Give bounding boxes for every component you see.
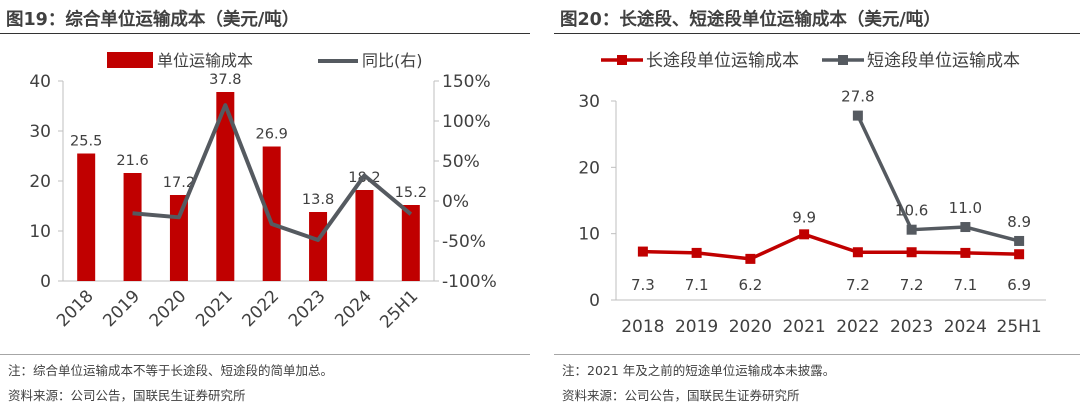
note-divider-right [554,354,1080,355]
bar-value-label: 25.5 [70,134,102,150]
chart-left: 单位运输成本 同比(右) 0 10 20 30 40 -100% -50% 0% 50% 100% 15… [29,51,497,333]
title-divider-left [0,33,530,34]
y-tick-label-left: 30 [29,122,51,142]
y-tick-label-right: -100% [442,272,497,292]
bar [77,153,96,281]
x-tick-label: 2023 [890,317,933,337]
long-haul-marker [852,247,863,258]
long-haul-value-label: 6.9 [1007,276,1031,294]
bar [123,173,142,281]
long-haul-marker [637,246,648,257]
y-tick-label-right: 150% [442,72,491,92]
x-tick-label: 2022 [238,286,283,331]
x-tick-label: 2024 [944,317,987,337]
short-haul-marker [906,224,917,235]
y-tick-label-right: 100% [442,112,491,132]
y-tick-label-left: 0 [40,272,51,292]
note-divider-left [0,354,530,355]
x-tick-label: 2021 [192,286,237,331]
y-tick-label: 10 [578,225,600,245]
legend-marker-long [617,55,627,65]
short-haul-marker [852,110,863,121]
short-haul-value-label: 8.9 [1007,213,1031,231]
long-haul-line [642,232,1020,261]
bar [262,146,281,281]
long-haul-marker [799,229,810,240]
bar [401,205,420,281]
y-tick-label-right: 0% [442,192,469,212]
long-haul-value-label: 7.2 [846,276,870,294]
short-haul-value-label: 10.6 [895,202,928,220]
long-haul-marker [960,247,971,258]
x-tick-label: 2019 [99,286,144,331]
long-haul-marker [906,247,917,258]
legend-swatch-bar [107,52,153,68]
y-tick-label-right: 50% [442,152,480,172]
bar-value-label: 17.2 [163,175,195,191]
chart-panel-right: 图20：长途段、短途段单位运输成本（美元/吨） 长途段单位运输成本 短途段单位运输… [554,0,1080,407]
x-tick-label: 2022 [836,317,879,337]
short-haul-marker [960,222,971,233]
chart-title-left: 图19：综合单位运输成本（美元/吨） [6,10,300,30]
y-tick-label-right: -50% [442,232,486,252]
bar-value-label: 21.6 [116,153,148,169]
x-tick-label: 25H1 [376,286,422,332]
yoy-line [132,103,413,242]
long-haul-value-label: 7.1 [685,276,709,294]
y-tick-label-left: 20 [29,172,51,192]
bar [355,190,374,281]
y-tick-label: 0 [589,291,600,311]
short-haul-line [856,114,1020,243]
short-haul-value-label: 11.0 [949,199,982,217]
x-tick-label: 25H1 [997,317,1042,337]
x-tick-label: 2023 [285,286,330,331]
x-tick-label: 2020 [729,317,772,337]
legend-label-bar: 单位运输成本 [157,51,253,70]
long-haul-marker [1014,249,1025,260]
y-tick-label: 20 [578,158,600,178]
bar-value-label: 13.8 [302,192,334,208]
y-tick-label-left: 40 [29,72,51,92]
bar-value-label: 37.8 [209,72,241,88]
long-haul-value-label: 7.1 [953,276,977,294]
x-tick-label: 2018 [621,317,664,337]
y-tick-label: 30 [578,92,600,112]
long-haul-value-label: 9.9 [792,208,816,226]
legend-label-line: 同比(右) [362,51,423,70]
bar-value-label: 15.2 [395,185,427,201]
bar [169,195,188,281]
x-tick-label: 2018 [53,286,98,331]
title-divider-right [554,33,1080,34]
x-tick-label: 2021 [782,317,825,337]
legend-label-long: 长途段单位运输成本 [646,51,799,71]
x-tick-label: 2020 [146,286,191,331]
chart-title-right: 图20：长途段、短途段单位运输成本（美元/吨） [560,10,941,30]
chart-note-right: 注：2021 年及之前的短途单位运输成本未披露。 [562,363,836,378]
long-haul-value-label: 7.2 [900,276,924,294]
legend-marker-short [838,55,848,65]
long-haul-marker [745,253,756,264]
short-haul-value-label: 27.8 [841,88,874,106]
chart-note-left: 注：综合单位运输成本不等于长途段、短途段的简单加总。 [8,363,334,378]
legend-label-short: 短途段单位运输成本 [867,51,1020,71]
short-haul-marker [1014,235,1025,246]
chart-right: 长途段单位运输成本 短途段单位运输成本 0 10 20 30 7.3 7.1 6.2 9.9 7.2… [578,51,1046,337]
x-tick-label: 2019 [675,317,718,337]
chart-source-left: 资料来源：公司公告，国联民生证券研究所 [8,388,246,403]
long-haul-value-label: 6.2 [738,276,762,294]
bar [216,92,235,281]
bar [309,212,328,281]
chart-panel-left: 图19：综合单位运输成本（美元/吨） 单位运输成本 同比(右) 0 10 20 30 40 -… [0,0,530,407]
long-haul-value-label: 7.3 [631,276,655,294]
y-tick-label-left: 10 [29,222,51,242]
long-haul-marker [691,247,702,258]
bar-value-label: 26.9 [256,127,288,143]
chart-source-right: 资料来源：公司公告，国联民生证券研究所 [562,388,800,403]
x-tick-label: 2024 [331,286,376,331]
